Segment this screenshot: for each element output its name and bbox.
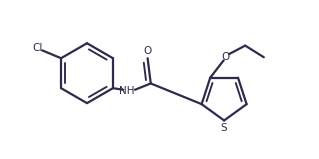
Text: NH: NH [119,86,135,96]
Text: O: O [144,46,152,56]
Text: S: S [221,123,227,133]
Text: O: O [222,52,230,62]
Text: Cl: Cl [32,43,43,53]
